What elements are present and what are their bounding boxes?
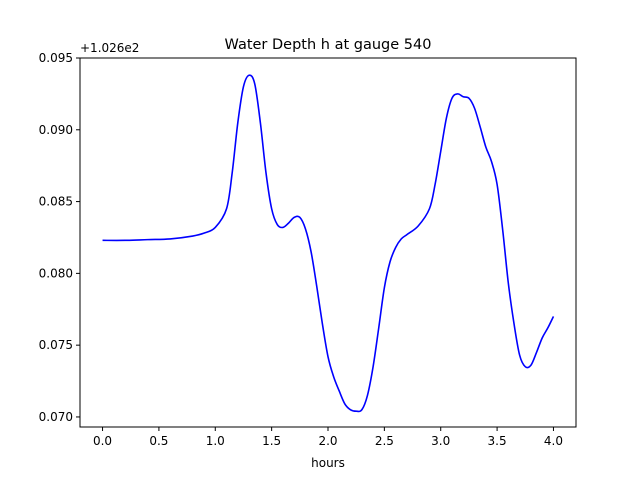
x-ticks: 0.0 0.5 1.0 1.5 2.0 2.5 3.0 3.5 4.0 — [93, 427, 563, 448]
y-tick-label: 0.075 — [39, 338, 73, 352]
y-tick-label: 0.080 — [39, 266, 73, 280]
x-tick-label: 3.0 — [431, 434, 450, 448]
x-tick-label: 1.0 — [206, 434, 225, 448]
y-axis-offset-label: +1.026e2 — [80, 41, 139, 55]
plot-frame — [79, 57, 577, 428]
x-tick-label: 4.0 — [544, 434, 563, 448]
y-tick-label: 0.095 — [39, 51, 73, 65]
x-axis-label: hours — [311, 456, 345, 470]
x-tick-label: 1.5 — [262, 434, 281, 448]
y-tick-label: 0.085 — [39, 195, 73, 209]
chart-title: Water Depth h at gauge 540 — [225, 37, 432, 53]
x-tick-label: 2.5 — [375, 434, 394, 448]
series-layer — [102, 74, 555, 413]
x-tick-label: 0.0 — [93, 434, 112, 448]
x-tick-label: 0.5 — [149, 434, 168, 448]
series-line — [102, 74, 555, 413]
x-tick-label: 3.5 — [488, 434, 507, 448]
y-ticks: 0.070 0.075 0.080 0.085 0.090 0.095 — [39, 51, 80, 424]
y-tick-label: 0.070 — [39, 410, 73, 424]
y-tick-label: 0.090 — [39, 123, 73, 137]
x-tick-label: 2.0 — [318, 434, 337, 448]
